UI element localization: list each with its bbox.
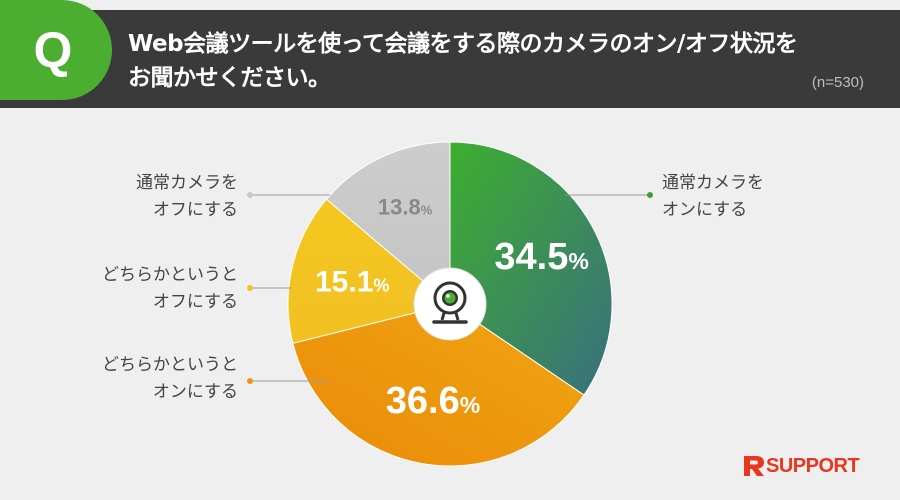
label-slice-1-line2: オンにする [152,382,238,402]
label-slice-3-line2: オフにする [152,200,238,220]
label-slice-0-line2: オンにする [662,200,748,220]
label-slice-1-line1: どちらかというと [102,355,238,375]
leader-dot-3 [247,192,253,198]
label-slice-0: 通常カメラを オンにする [662,170,764,224]
rsupport-mark-icon [744,456,764,476]
label-slice-3: 通常カメラを オフにする [136,170,238,224]
label-slice-2-line2: オフにする [152,292,238,312]
q-badge: Q [0,0,112,100]
pct-label-2: 15.1% [315,266,389,299]
rsupport-logo-text: SUPPORT [766,454,860,477]
pie-slice-2 [287,198,452,344]
pie-slice-3 [325,141,451,306]
q-letter: Q [33,22,73,78]
question-header: Q Web会議ツールを使って会議をする際のカメラのオン/オフ状況を お聞かせくだ… [0,0,900,108]
question-line-2: お聞かせください。 [128,65,331,91]
rsupport-logo: SUPPORT [742,452,860,480]
label-slice-1: どちらかというと オンにする [102,352,238,406]
pie-slice-1 [292,303,585,467]
pct-label-0: 34.5% [494,236,588,278]
label-slice-2: どちらかというと オフにする [102,262,238,316]
sample-size: (n=530) [811,74,864,91]
webcam-icon [413,267,487,341]
label-slice-2-line1: どちらかというと [102,265,238,285]
pct-label-1: 36.6% [386,380,480,422]
pie-slice-0 [449,141,613,396]
label-slice-0-line1: 通常カメラを [662,173,764,193]
question-text: Web会議ツールを使って会議をする際のカメラのオン/オフ状況を お聞かせください… [128,27,848,95]
question-line-1: Web会議ツールを使って会議をする際のカメラのオン/オフ状況を [128,31,798,57]
pct-label-3: 13.8% [378,195,433,220]
leader-dot-1 [247,378,253,384]
label-slice-3-line1: 通常カメラを [136,173,238,193]
leader-dot-2 [247,285,253,291]
leader-dot-0 [647,192,653,198]
header-bar [0,10,900,108]
